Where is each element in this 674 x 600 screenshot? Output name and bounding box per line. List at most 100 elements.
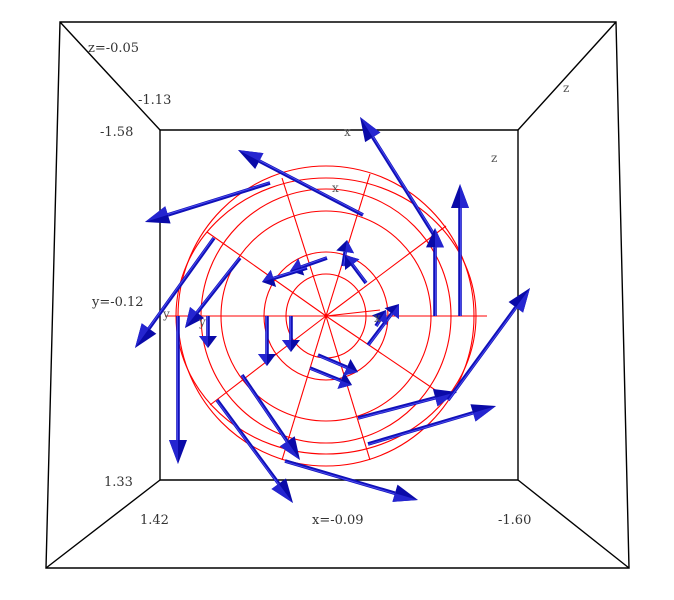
arrow-head-shade (345, 240, 355, 254)
arrow-head-shade (258, 354, 267, 366)
z-right-inner-label: z (491, 151, 497, 165)
arrow-head-shade (360, 117, 381, 138)
arrow-highlight (309, 368, 341, 382)
arrow-highlight (343, 251, 347, 267)
edge-bottom-left (45, 479, 161, 569)
edge-bottom-right (517, 479, 630, 569)
arrow-head-shade (282, 340, 291, 352)
x-top-inner-label: x (344, 125, 351, 139)
arrow-highlight (317, 355, 347, 369)
y-top-inner-label: -1.58 (100, 125, 133, 140)
arrow-head-shade (185, 307, 198, 328)
arrow-head-shade (391, 304, 399, 319)
y-inner-left-label: y (162, 307, 170, 321)
arrow-head-shade (345, 255, 360, 265)
arrow-head-shade (392, 493, 418, 502)
vector-arrow (372, 310, 388, 327)
arrow-head-shade (343, 367, 358, 376)
arrow-highlight (352, 263, 367, 283)
vector-arrow (145, 181, 271, 224)
vector-arrow (345, 255, 368, 285)
arrow-head-shade (379, 310, 388, 325)
grid-spoke-7 (325, 315, 371, 461)
arrow-highlight (284, 461, 395, 495)
grid-spoke-4 (206, 231, 327, 317)
arrow-highlight (448, 307, 517, 401)
vector-arrow (317, 353, 358, 376)
grid-spoke-1 (281, 177, 327, 317)
arrow-highlight (167, 181, 270, 215)
grid-spoke-6 (281, 315, 327, 461)
vector-arrow (282, 316, 300, 352)
vector-arrows (135, 117, 530, 503)
arrow-highlight (216, 400, 279, 485)
vector-arrow (135, 236, 216, 348)
grid-spoke-3 (325, 225, 447, 317)
vector-arrow (360, 117, 436, 236)
arrow-head-shade (279, 441, 300, 460)
arrow-head-shade (290, 258, 302, 271)
z-top-label: z=-0.05 (88, 41, 139, 56)
inner-back-face (159, 129, 519, 481)
y-mid-label: y=-0.12 (91, 295, 144, 310)
arrow-highlight (368, 313, 393, 346)
arrow-highlight (259, 160, 364, 215)
vector-arrow (451, 184, 469, 316)
vector-arrow (238, 150, 364, 217)
arrow-head-shade (460, 184, 469, 208)
x-top-grid-label: x (332, 181, 339, 195)
arrow-highlight (376, 320, 381, 327)
arrow-head-shade (472, 406, 496, 422)
arrow-shaft (176, 316, 180, 440)
arrow-shaft (289, 316, 293, 340)
y-inner-left2-label: y (198, 315, 206, 329)
arrow-highlight (358, 397, 436, 420)
arrow-head-shade (271, 483, 293, 503)
arrow-head-shade (337, 380, 352, 389)
arrow-highlight (148, 237, 214, 329)
vector-arrow (185, 256, 242, 328)
vector-arrow (446, 288, 530, 402)
arrow-highlight (241, 375, 288, 442)
arrow-head-shade (515, 288, 530, 313)
bottom-left-x-label: 1.42 (140, 513, 169, 528)
arrow-shaft (433, 247, 437, 316)
vector-arrow (240, 373, 300, 460)
arrow-highlight (273, 266, 307, 279)
arrow-head-shade (199, 336, 208, 348)
edge-top-right (517, 21, 617, 131)
vector-arrow (309, 366, 352, 389)
vector-arrow (199, 316, 217, 348)
y-top-outer-label: -1.13 (138, 93, 171, 108)
arrow-highlight (300, 256, 327, 267)
arrow-shaft (265, 316, 269, 354)
bounding-box (45, 21, 630, 569)
x-center-label: x (374, 311, 381, 325)
edge-top-left (59, 21, 161, 131)
z-right-outer-label: z (563, 81, 569, 95)
bottom-left-y-label: 1.33 (104, 475, 133, 490)
arrow-highlight (372, 136, 435, 235)
vector-arrow (262, 266, 308, 288)
arrow-head-shade (145, 206, 168, 222)
bottom-right-label: -1.60 (498, 513, 531, 528)
bottom-center-label: x=-0.09 (312, 513, 364, 528)
arrow-highlight (368, 412, 474, 446)
vector-arrow (366, 304, 399, 347)
arrow-shaft (458, 208, 462, 316)
vector-arrow (284, 459, 418, 502)
polar-grid (165, 165, 487, 467)
vector-arrow (215, 398, 293, 503)
arrow-shaft (206, 316, 210, 336)
arrow-head-shade (238, 150, 264, 162)
arrow-head-shade (169, 440, 178, 464)
grid-spoke-9 (325, 309, 381, 317)
arrow-head-shade (135, 323, 149, 348)
vector-arrow (169, 316, 187, 464)
vector-arrow (357, 389, 457, 420)
vector-arrow (426, 228, 444, 316)
vector-arrow (367, 404, 496, 446)
arrow-head-shade (435, 228, 444, 248)
